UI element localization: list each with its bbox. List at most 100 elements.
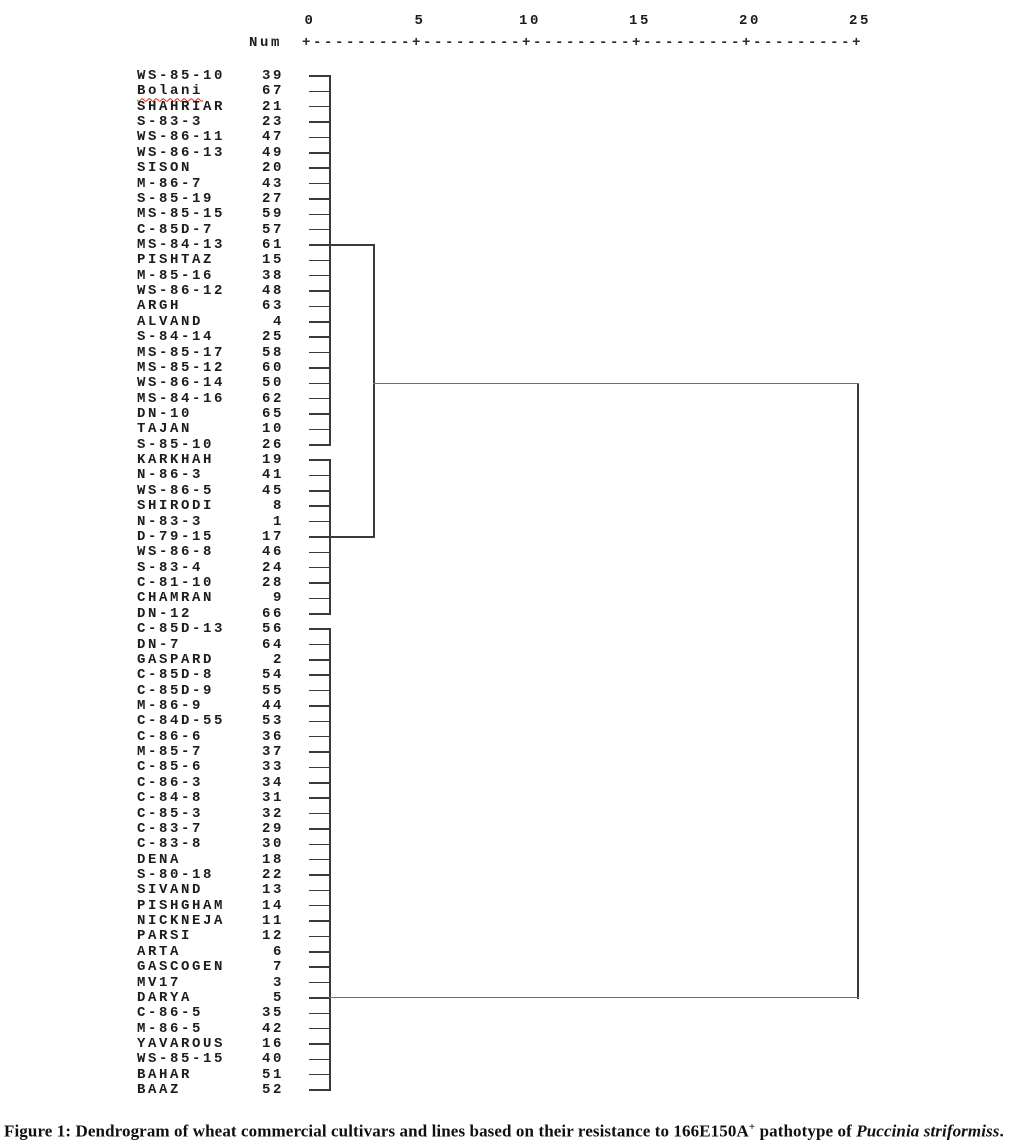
- cultivar-label: DN-7: [137, 636, 182, 653]
- cultivar-num: 38: [261, 267, 284, 284]
- leaf-tick: [309, 397, 331, 400]
- cultivar-num: 10: [261, 421, 284, 438]
- leaf-tick: [309, 858, 331, 861]
- cultivar-num: 27: [261, 190, 284, 207]
- cultivar-label: SIVAND: [137, 882, 204, 899]
- cultivar-label: C-85-6: [137, 759, 204, 776]
- cultivar-label: DN-12: [137, 605, 193, 622]
- cultivar-label: C-85-3: [137, 805, 204, 822]
- leaf-tick: [309, 935, 331, 938]
- cultivar-label: C-85D-9: [137, 682, 215, 699]
- leaf-tick: [309, 1027, 331, 1030]
- cultivar-num: 14: [261, 897, 284, 914]
- leaf-tick: [309, 474, 331, 477]
- cultivar-num: 20: [261, 160, 284, 177]
- cultivar-label: MS-84-16: [137, 390, 226, 407]
- leaf-tick: [309, 90, 331, 93]
- cultivar-num: 61: [261, 237, 284, 253]
- leaf-tick: [309, 981, 331, 984]
- leaf-tick: [309, 720, 331, 723]
- leaf-tick: [309, 105, 331, 108]
- leaf-tick: [309, 121, 331, 123]
- cultivar-num: 12: [261, 928, 284, 945]
- cultivar-label: C-85D-8: [137, 667, 215, 684]
- cultivar-num: 67: [261, 83, 284, 100]
- cultivar-label: BAAZ: [137, 1082, 182, 1099]
- cultivar-num: 15: [261, 252, 284, 269]
- cultivar-num: 26: [261, 436, 284, 453]
- cultivar-num: 31: [261, 790, 284, 807]
- cultivar-num: 33: [261, 759, 284, 776]
- leaf-tick: [309, 1073, 331, 1076]
- cultivar-num: 24: [261, 559, 284, 576]
- cultivar-num: 3: [272, 974, 284, 991]
- cultivar-num: 6: [272, 943, 284, 960]
- leaf-tick: [309, 613, 331, 615]
- cultivar-num: 9: [272, 590, 284, 607]
- leaf-tick: [309, 305, 331, 308]
- axis-tick-label: 10: [518, 13, 542, 29]
- cultivar-num: 58: [261, 344, 284, 361]
- cultivar-label: GASPARD: [137, 651, 215, 668]
- axis-tick-label: 15: [628, 13, 652, 29]
- leaf-tick: [309, 628, 331, 630]
- caption-text-after: pathotype of: [755, 1121, 857, 1141]
- cultivar-label: NICKNEJA: [137, 913, 226, 930]
- cultivar-num: 51: [261, 1066, 284, 1083]
- figure-caption: Figure 1: Dendrogram of wheat commercial…: [4, 1117, 1006, 1142]
- merge-connector-AB-A: [329, 244, 375, 246]
- leaf-tick: [309, 198, 331, 200]
- leaf-tick: [309, 413, 331, 415]
- leaf-tick: [309, 689, 331, 692]
- cultivar-num: 60: [261, 359, 284, 376]
- leaf-tick: [309, 782, 331, 784]
- leaf-tick: [309, 428, 331, 431]
- cultivar-num: 41: [261, 467, 284, 484]
- caption-period: .: [999, 1121, 1004, 1141]
- merge-spine-ROOT: [857, 382, 859, 999]
- cultivar-label: GASCOGEN: [137, 959, 226, 976]
- cultivar-num: 37: [261, 744, 284, 761]
- cultivar-num: 23: [261, 114, 284, 131]
- leaf-tick: [309, 167, 331, 169]
- cultivar-num: 59: [261, 206, 284, 223]
- leaf-tick: [309, 643, 331, 646]
- leaf-tick: [309, 213, 331, 216]
- cultivar-label: ARTA: [137, 943, 182, 960]
- cultivar-label: C-86-3: [137, 774, 204, 791]
- cultivar-num: 11: [261, 913, 284, 930]
- cultivar-num: 62: [261, 390, 284, 407]
- leaf-tick: [309, 997, 331, 999]
- cultivar-num: 21: [261, 98, 284, 115]
- cultivar-num: 52: [261, 1082, 284, 1099]
- cultivar-label: WS-86-11: [137, 129, 226, 146]
- leaf-tick: [309, 351, 331, 354]
- cultivar-label: SHIRODI: [137, 498, 215, 515]
- cultivar-label: N-83-3: [137, 513, 204, 530]
- cultivar-label: C-84-8: [137, 790, 204, 807]
- cultivar-num: 34: [261, 774, 284, 791]
- cultivar-label: PISHGHAM: [137, 897, 226, 914]
- leaf-tick: [309, 290, 331, 292]
- leaf-tick: [309, 1058, 331, 1061]
- merge-connector-AB-B: [329, 536, 375, 538]
- cultivar-label: Bolani: [137, 83, 204, 100]
- cultivar-label: C-83-8: [137, 836, 204, 853]
- merge-connector-ROOT-AB: [373, 382, 859, 384]
- cultivar-num: 48: [261, 283, 284, 300]
- cultivar-label: KARKHAH: [137, 452, 215, 469]
- axis-ruler: +---------+---------+---------+---------…: [302, 35, 864, 51]
- cultivar-num: 19: [261, 452, 284, 469]
- cultivar-label: WS-86-12: [137, 283, 226, 300]
- cultivar-label: C-85D-13: [137, 621, 226, 638]
- axis-tick-label: 5: [414, 13, 426, 29]
- cultivar-label: WS-86-5: [137, 482, 215, 499]
- cultivar-num: 5: [272, 989, 284, 1006]
- cultivar-label: ARGH: [137, 298, 182, 315]
- cultivar-num: 18: [261, 851, 284, 868]
- leaf-tick: [309, 904, 331, 907]
- cultivar-num: 39: [261, 68, 284, 84]
- cultivar-label: C-84D-55: [137, 713, 226, 730]
- leaf-tick: [309, 751, 331, 753]
